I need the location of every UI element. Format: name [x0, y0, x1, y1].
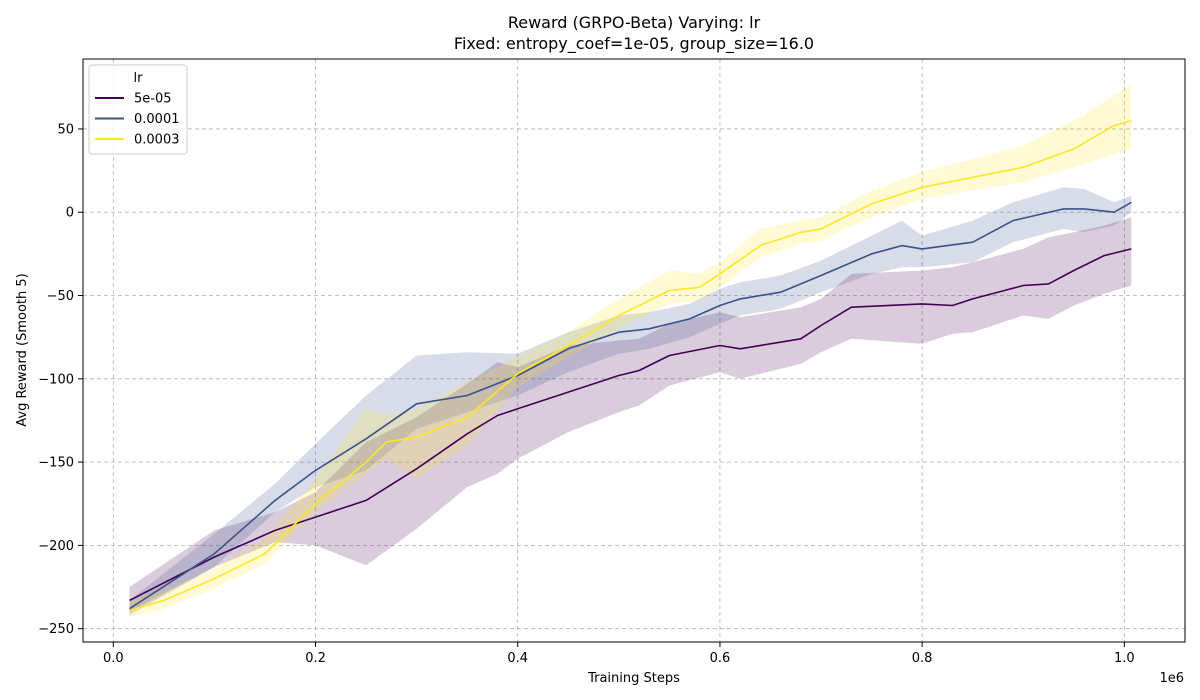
- band-series-5e-05: [129, 217, 1132, 612]
- y-tick-label: −250: [38, 622, 74, 637]
- x-tick-label: 0.6: [710, 651, 731, 666]
- band-series-0-0003: [129, 84, 1132, 617]
- y-tick-label: −200: [38, 539, 74, 554]
- y-tick-label: −50: [47, 289, 74, 304]
- line-series-0-0003: [129, 119, 1132, 612]
- x-tick-label: 0.2: [305, 651, 326, 666]
- y-tick-label: −150: [38, 456, 74, 471]
- confidence-bands: [129, 84, 1132, 617]
- line-series-5e-05: [129, 248, 1132, 602]
- band-series-0-0001: [129, 187, 1132, 616]
- legend-title: lr: [134, 71, 144, 86]
- plot-frame: [82, 58, 1186, 643]
- legend-label-0-0001: 0.0001: [134, 112, 180, 127]
- x-tick-label: 1.0: [1114, 651, 1135, 666]
- x-tick-label: 0.8: [912, 651, 933, 666]
- y-axis-label: Avg Reward (Smooth 5): [15, 273, 30, 426]
- legend-items: 5e-05 0.0001 0.0003: [95, 92, 180, 148]
- line-series-0-0001: [129, 201, 1132, 610]
- x-tick-label: 0.0: [103, 651, 124, 666]
- y-tick-label: 50: [57, 122, 74, 137]
- legend-box: [88, 64, 188, 155]
- y-tick-label: 0: [66, 206, 74, 221]
- legend-label-0-0003: 0.0003: [134, 133, 180, 148]
- chart-subtitle: Fixed: entropy_coef=1e-05, group_size=16…: [454, 34, 814, 54]
- series-lines: [129, 119, 1132, 612]
- x-axis-offset-label: 1e6: [1159, 671, 1184, 686]
- y-tick-label: −100: [38, 372, 74, 387]
- x-tick-label: 0.4: [507, 651, 528, 666]
- x-axis-ticks: 0.0 0.2 0.4 0.6 0.8 1.0: [103, 642, 1135, 666]
- chart-title: Reward (GRPO-Beta) Varying: lr: [508, 13, 761, 32]
- y-axis-ticks: −250 −200 −150 −100 −50 0 50: [38, 122, 83, 637]
- grid-lines: [83, 59, 1185, 642]
- x-axis-label: Training Steps: [587, 671, 680, 686]
- legend: lr 5e-05 0.0001 0.0003: [88, 64, 188, 155]
- legend-label-5e-05: 5e-05: [134, 92, 172, 107]
